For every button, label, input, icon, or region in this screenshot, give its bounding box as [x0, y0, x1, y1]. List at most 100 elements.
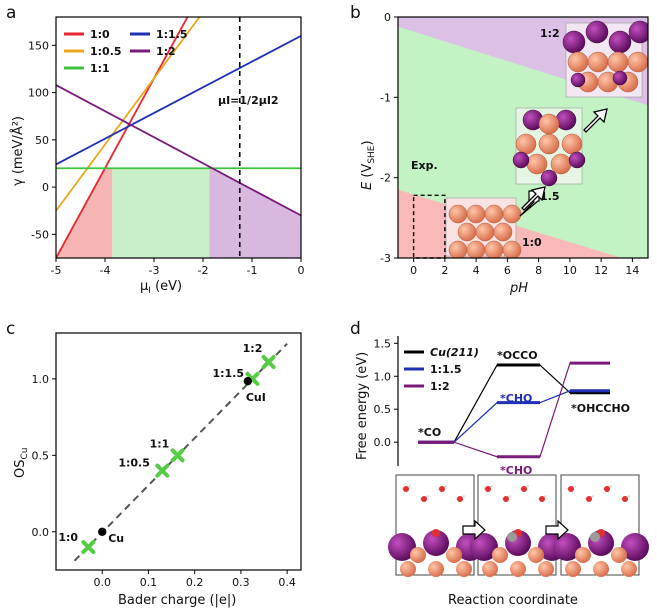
- adsorbate-c: [590, 532, 600, 542]
- point-label: 1:2: [243, 342, 263, 355]
- oxygen-atom: [439, 486, 445, 492]
- panel-d-legend: Cu(211) 1:1.5 1:2: [404, 346, 479, 393]
- x-tick-label: 0: [298, 264, 305, 277]
- legend-label-1-1: 1:1: [90, 62, 110, 75]
- x-tick-label: 10: [563, 264, 577, 277]
- x-tick-label: 14: [625, 264, 639, 277]
- legend-label-1-0: 1:0: [90, 28, 110, 41]
- cu-atom: [575, 547, 591, 563]
- i-atom: [628, 20, 648, 44]
- cu-atom: [466, 240, 486, 258]
- cu-atom: [538, 113, 560, 135]
- panel-c-ylabel: OSCu: [13, 448, 30, 478]
- y-tick-label: 0.5: [32, 449, 50, 462]
- i-atom: [608, 30, 632, 54]
- cu-atom: [493, 222, 513, 242]
- i-atom: [621, 533, 649, 561]
- series-line-1-2: [56, 84, 301, 217]
- cu-atom: [457, 222, 477, 242]
- point-label: CuI: [246, 391, 266, 404]
- cu-atom: [484, 204, 504, 224]
- scatter-point-1-1: [170, 448, 185, 463]
- y-tick-label: 1.5: [374, 337, 392, 350]
- cu-atom: [611, 547, 627, 563]
- point-label: 1:0: [58, 531, 78, 544]
- y-tick-label: -3: [380, 252, 391, 265]
- y-tick-label: 0: [42, 181, 49, 194]
- i-atom: [585, 20, 609, 44]
- label-cho-blue: *CHO: [500, 392, 532, 405]
- y-tick-label: -1: [380, 91, 391, 104]
- y-tick-label: 0.0: [32, 526, 50, 539]
- y-tick-label: 0.0: [374, 436, 392, 449]
- legend-label-1-2: 1:2: [156, 45, 176, 58]
- arrow-up-right-icon: [521, 186, 546, 211]
- oxygen-atom: [403, 486, 409, 492]
- cu-atom: [448, 240, 468, 258]
- panel-a-legend: 1:0 1:0.5 1:1 1:1.5 1:2: [64, 28, 188, 75]
- arrow-right-icon: [545, 519, 569, 541]
- cu-atom: [502, 240, 522, 258]
- oxygen-atom: [485, 486, 491, 492]
- cu-atom: [538, 561, 554, 577]
- cu-atom: [526, 153, 548, 175]
- cu-atom: [593, 561, 609, 577]
- legend-label-cu211: Cu(211): [430, 346, 479, 359]
- panel-a-frame: [55, 16, 302, 259]
- panel-label-a: a: [6, 3, 16, 23]
- x-tick-label: 0: [410, 264, 417, 277]
- i-atom: [512, 151, 530, 169]
- cu-atom: [475, 222, 495, 242]
- oxygen-atom: [586, 496, 592, 502]
- x-tick-label: -4: [100, 264, 111, 277]
- adsorbate-c: [507, 532, 517, 542]
- panel-c-frame: [55, 332, 302, 571]
- scatter-point-1-0-5: [155, 463, 170, 478]
- i-atom: [562, 30, 586, 54]
- panel-label-b: b: [350, 3, 361, 23]
- cu-atom: [561, 133, 583, 155]
- point-label: 1:0.5: [118, 457, 150, 470]
- y-tick-label: 50: [35, 134, 49, 147]
- cu-atom: [565, 561, 581, 577]
- i-atom: [612, 70, 628, 86]
- i-atom: [470, 533, 498, 561]
- panel-a-vline-label: μI=1/2μI2: [218, 94, 279, 107]
- scatter-point-CuI: [243, 376, 253, 386]
- legend-label-d-1-2: 1:2: [430, 380, 450, 393]
- i-atom: [568, 151, 586, 169]
- oxygen-atom: [457, 496, 463, 502]
- oxygen-atom: [521, 486, 527, 492]
- region-label-1-2: 1:2: [540, 27, 560, 40]
- i-atom: [540, 169, 558, 187]
- cu-atom: [567, 51, 589, 73]
- cu-atom: [428, 561, 444, 577]
- cu-atom: [528, 547, 544, 563]
- x-tick-label: 0.0: [93, 576, 111, 589]
- panel-a-xlabel: μI (eV): [140, 279, 182, 296]
- x-tick-label: 0.3: [232, 576, 250, 589]
- x-tick-label: 12: [594, 264, 608, 277]
- panel-b-chart: Exp. 1:2 1:1.5 1:0 0 2 4 6 8 10 12 140-1-2-3 pH…: [360, 11, 649, 296]
- x-tick-label: 0.2: [186, 576, 204, 589]
- legend-label-1-1-5: 1:1.5: [156, 28, 188, 41]
- legend-label-1-0-5: 1:0.5: [90, 45, 122, 58]
- md-snapshots: [388, 474, 649, 577]
- cu-atom: [482, 561, 498, 577]
- point-label: Cu: [108, 532, 124, 545]
- region-1-1: [112, 168, 210, 258]
- series-line-1-0: [56, 17, 189, 258]
- x-tick-label: 6: [504, 264, 511, 277]
- exp-label: Exp.: [411, 159, 438, 172]
- cu-atom: [502, 204, 522, 224]
- cu-atom: [621, 561, 637, 577]
- label-cho-purple: *CHO: [500, 464, 532, 477]
- x-tick-label: 4: [473, 264, 480, 277]
- label-ohccho: *OHCCHO: [571, 402, 630, 415]
- cu-atom: [538, 133, 560, 155]
- cu-atom: [492, 547, 508, 563]
- panel-label-c: c: [6, 319, 15, 339]
- oxygen-atom: [421, 496, 427, 502]
- region-label-1-0: 1:0: [522, 236, 542, 249]
